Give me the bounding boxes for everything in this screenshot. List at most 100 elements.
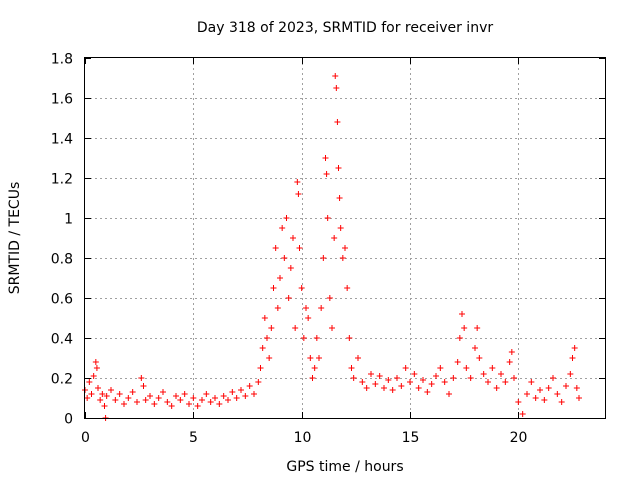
data-point bbox=[424, 389, 431, 395]
data-point bbox=[121, 401, 127, 407]
data-point bbox=[476, 355, 483, 361]
data-point bbox=[363, 385, 370, 391]
data-points bbox=[82, 73, 582, 421]
data-point bbox=[207, 399, 214, 405]
data-point bbox=[467, 375, 474, 381]
data-point bbox=[337, 225, 344, 231]
data-point bbox=[336, 195, 343, 201]
data-point bbox=[173, 393, 179, 399]
data-point bbox=[515, 399, 522, 405]
data-point bbox=[246, 383, 253, 389]
y-axis-label: SRMTID / TECUs bbox=[7, 182, 23, 295]
data-point bbox=[348, 365, 355, 371]
data-point bbox=[454, 359, 461, 365]
data-point bbox=[323, 171, 330, 177]
data-point bbox=[186, 401, 192, 407]
data-point bbox=[567, 371, 574, 377]
data-point bbox=[558, 399, 565, 405]
data-point bbox=[428, 381, 435, 387]
x-tick-label: 20 bbox=[510, 430, 528, 446]
data-point bbox=[532, 395, 539, 401]
data-point bbox=[225, 397, 231, 403]
data-point bbox=[394, 375, 400, 381]
data-point bbox=[446, 391, 452, 397]
data-point bbox=[138, 375, 145, 381]
data-point bbox=[160, 389, 166, 395]
data-point bbox=[554, 391, 561, 397]
data-point bbox=[281, 255, 288, 261]
data-point bbox=[456, 335, 463, 341]
data-point bbox=[90, 373, 97, 379]
data-point bbox=[331, 235, 338, 241]
data-point bbox=[335, 165, 342, 171]
y-tick-label: 0.6 bbox=[51, 292, 73, 308]
data-point bbox=[261, 315, 268, 321]
data-point bbox=[203, 391, 210, 397]
data-point bbox=[508, 349, 515, 355]
data-point bbox=[316, 355, 322, 361]
data-point bbox=[300, 335, 307, 341]
y-tick-label: 1 bbox=[64, 212, 73, 228]
data-point bbox=[303, 305, 309, 311]
data-point bbox=[84, 395, 91, 401]
data-point bbox=[437, 365, 444, 371]
x-tick-label: 5 bbox=[189, 430, 198, 446]
data-point bbox=[324, 215, 331, 221]
data-point bbox=[116, 391, 123, 397]
data-point bbox=[322, 155, 329, 161]
data-point bbox=[155, 395, 162, 401]
data-point bbox=[292, 325, 299, 331]
data-point bbox=[190, 395, 197, 401]
data-point bbox=[266, 355, 273, 361]
data-point bbox=[177, 397, 184, 403]
data-point bbox=[259, 345, 266, 351]
data-point bbox=[346, 335, 353, 341]
data-point bbox=[298, 285, 305, 291]
y-tick-label: 1.6 bbox=[51, 92, 73, 108]
data-point bbox=[142, 397, 149, 403]
data-point bbox=[285, 295, 292, 301]
y-tick-label: 0.2 bbox=[51, 372, 73, 388]
x-tick-label: 10 bbox=[294, 430, 312, 446]
data-point bbox=[103, 393, 110, 399]
y-tick-label: 0.8 bbox=[51, 252, 73, 268]
data-point bbox=[355, 355, 361, 361]
data-point bbox=[511, 375, 517, 381]
data-point bbox=[326, 295, 333, 301]
data-point bbox=[181, 391, 188, 397]
data-point bbox=[125, 395, 132, 401]
data-point bbox=[311, 365, 318, 371]
data-point bbox=[350, 375, 357, 381]
data-point bbox=[402, 365, 409, 371]
data-point bbox=[294, 179, 301, 185]
data-point bbox=[571, 345, 578, 351]
data-point bbox=[318, 305, 325, 311]
data-point bbox=[164, 399, 171, 405]
data-point bbox=[502, 379, 509, 385]
data-point bbox=[474, 325, 481, 331]
data-point bbox=[212, 395, 218, 401]
data-point bbox=[344, 285, 351, 291]
data-point bbox=[151, 401, 158, 407]
grid bbox=[85, 58, 605, 418]
data-point bbox=[433, 373, 439, 379]
data-point bbox=[93, 365, 100, 371]
data-point bbox=[305, 315, 312, 321]
data-point bbox=[368, 371, 374, 377]
x-axis-label: GPS time / hours bbox=[286, 459, 403, 475]
y-tick-label: 1.8 bbox=[51, 52, 73, 68]
x-tick-label: 15 bbox=[402, 430, 420, 446]
y-tick-label: 0 bbox=[64, 412, 73, 428]
data-point bbox=[485, 379, 491, 385]
data-point bbox=[233, 395, 240, 401]
data-point bbox=[441, 379, 448, 385]
data-point bbox=[277, 275, 283, 281]
data-point bbox=[389, 387, 396, 393]
data-point bbox=[334, 119, 341, 125]
y-tick-label: 0.4 bbox=[51, 332, 73, 348]
data-point bbox=[313, 335, 320, 341]
data-point bbox=[309, 375, 316, 381]
data-point bbox=[372, 381, 379, 387]
data-point bbox=[407, 379, 413, 385]
